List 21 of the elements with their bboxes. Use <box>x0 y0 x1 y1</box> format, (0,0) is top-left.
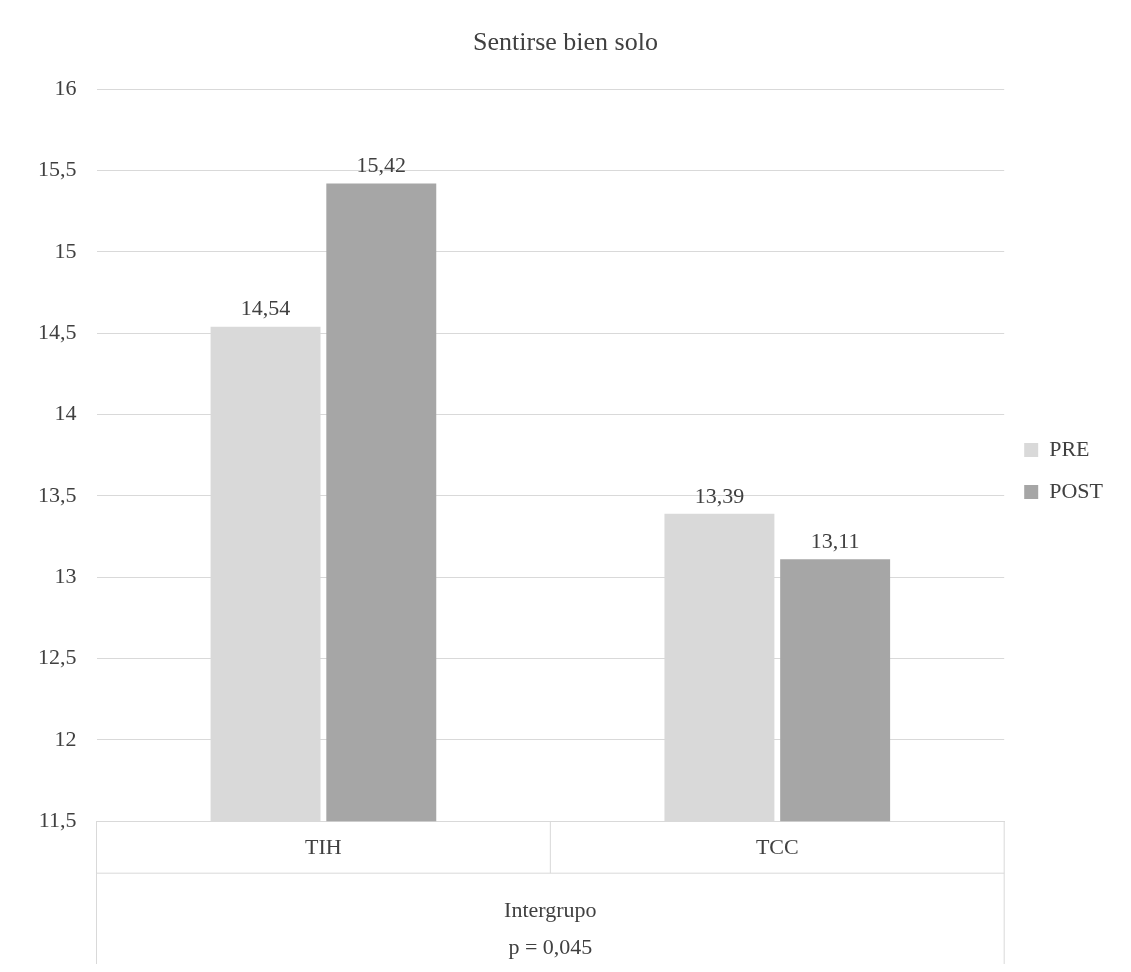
chart-title: Sentirse bien solo <box>473 27 658 57</box>
y-tick-label: 15,5 <box>38 156 77 182</box>
y-tick-label: 15 <box>54 237 77 263</box>
y-tick-label: 11,5 <box>38 806 77 832</box>
y-tick-label: 16 <box>54 74 77 100</box>
text: 14,54 <box>240 295 291 321</box>
y-tick-label: 12 <box>54 725 77 751</box>
x-tick-label: TIH <box>305 834 342 860</box>
legend-label: PRE <box>1049 435 1090 461</box>
y-tick-label: 12,5 <box>38 644 77 670</box>
x-tick-label: TCC <box>755 834 799 860</box>
x-axis-title: Intergrupo <box>504 896 597 922</box>
y-tick-label: 14,5 <box>38 318 77 344</box>
legend-label: POST <box>1049 477 1104 503</box>
y-tick-label: 13,5 <box>38 481 77 507</box>
y-tick-label: 14 <box>54 400 77 426</box>
text: 13,11 <box>810 528 860 554</box>
y-tick-label: 13 <box>54 562 77 588</box>
text: 15,42 <box>356 152 407 178</box>
text: p = 0,045 <box>508 933 593 959</box>
text: 13,39 <box>694 482 745 508</box>
